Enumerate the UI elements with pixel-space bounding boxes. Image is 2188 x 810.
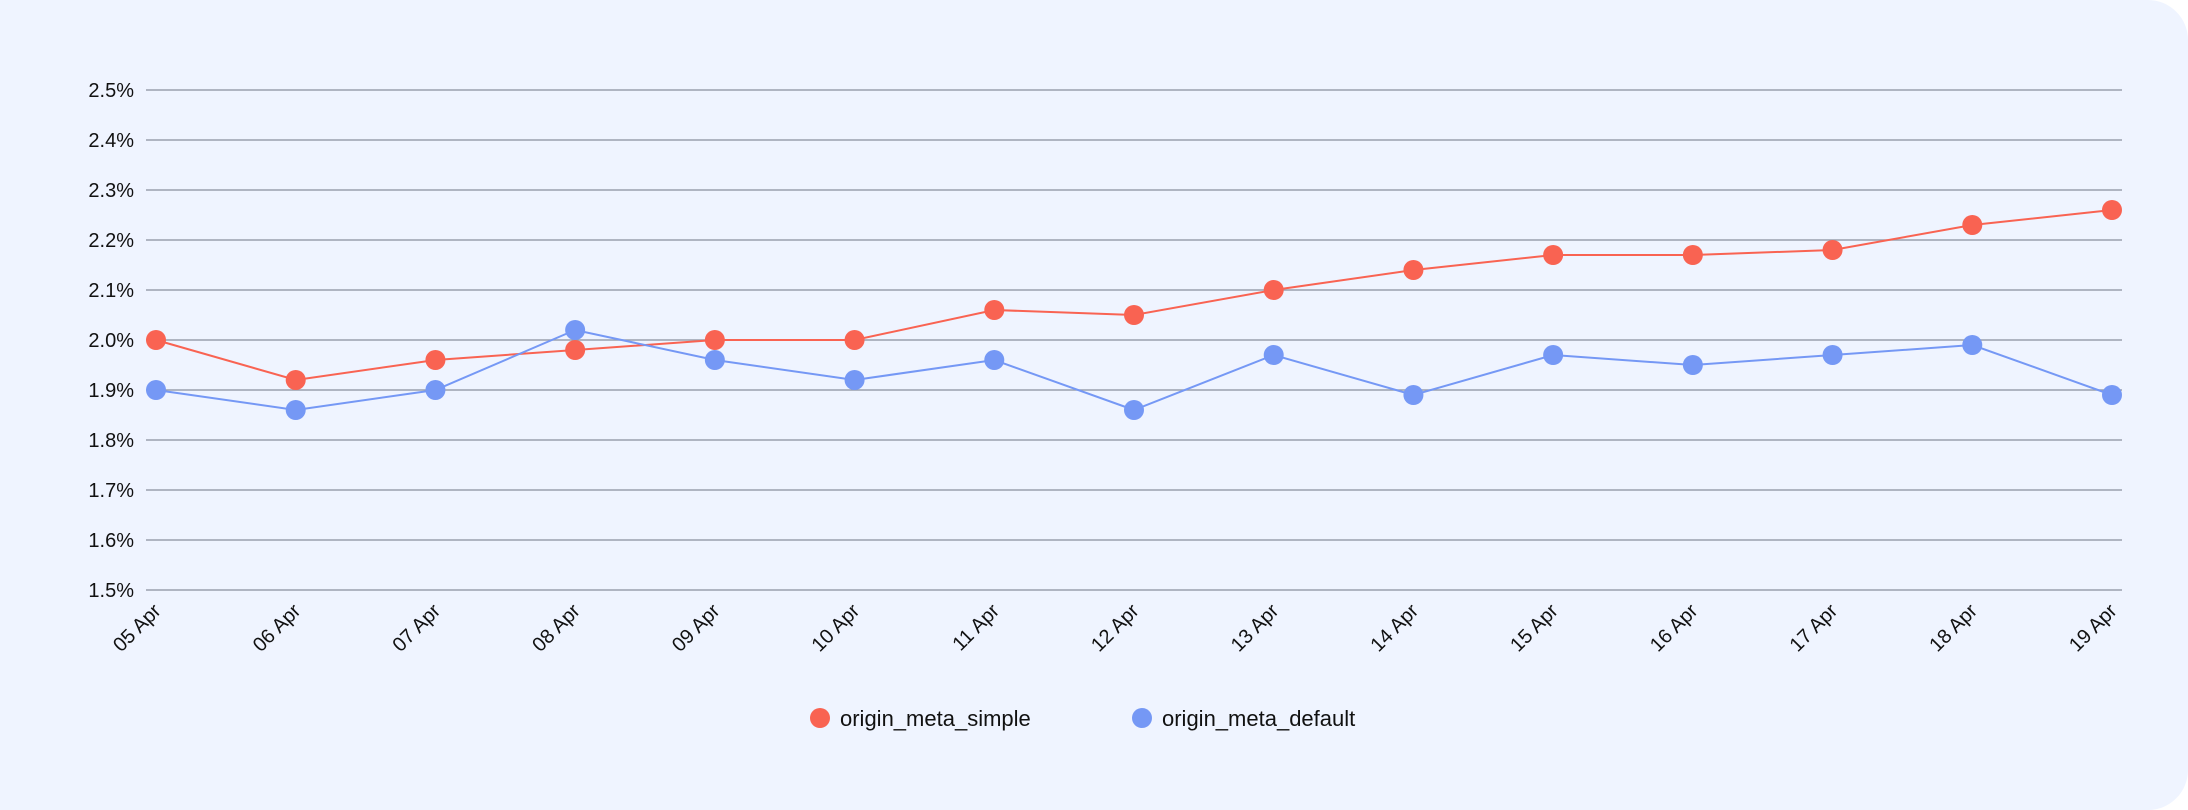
legend-label: origin_meta_simple	[840, 706, 1031, 731]
legend-marker	[810, 708, 830, 728]
x-axis-ticks: 05 Apr 06 Apr 07 Apr 08 Apr 09 Apr 10 Apr 11 A…	[109, 600, 2122, 657]
x-tick-label: 13 Apr	[1227, 600, 1284, 657]
y-tick-label: 2.0%	[88, 330, 134, 352]
data-point-origin_meta_simple	[1403, 260, 1424, 280]
data-point-origin_meta_simple	[1962, 215, 1983, 235]
data-point-origin_meta_default	[2102, 385, 2122, 405]
data-point-origin_meta_simple	[565, 340, 586, 360]
data-point-origin_meta_simple	[844, 330, 865, 350]
grid-lines	[146, 89, 2122, 591]
data-point-origin_meta_default	[1263, 345, 1284, 365]
data-point-origin_meta_simple	[704, 330, 725, 350]
y-tick-label: 1.9%	[88, 380, 134, 402]
y-tick-label: 2.3%	[88, 180, 134, 202]
legend-label: origin_meta_default	[1162, 706, 1355, 731]
data-point-origin_meta_simple	[2102, 200, 2122, 220]
data-point-origin_meta_simple	[285, 370, 306, 390]
x-tick-label: 15 Apr	[1506, 600, 1563, 657]
legend: origin_meta_simple origin_meta_default	[810, 706, 1355, 731]
data-point-origin_meta_simple	[1124, 305, 1144, 325]
data-point-origin_meta_default	[1543, 345, 1564, 365]
series-points	[146, 200, 2122, 420]
series-line-origin_meta_simple	[155, 209, 2113, 382]
y-tick-label: 1.7%	[88, 480, 134, 502]
x-tick-label: 17 Apr	[1786, 600, 1843, 657]
data-point-origin_meta_simple	[984, 300, 1005, 320]
data-point-origin_meta_simple	[146, 330, 166, 350]
data-point-origin_meta_simple	[425, 350, 446, 370]
x-tick-label: 18 Apr	[1925, 600, 1982, 657]
data-point-origin_meta_simple	[1263, 280, 1284, 300]
y-tick-label: 2.1%	[88, 280, 134, 302]
x-tick-label: 14 Apr	[1367, 600, 1424, 657]
y-tick-label: 1.6%	[88, 530, 134, 552]
data-point-origin_meta_default	[285, 400, 306, 420]
data-point-origin_meta_default	[704, 350, 725, 370]
data-point-origin_meta_default	[844, 370, 865, 390]
data-point-origin_meta_default	[1124, 400, 1144, 420]
x-tick-label: 12 Apr	[1087, 600, 1144, 657]
x-tick-label: 11 Apr	[948, 600, 1004, 656]
y-tick-label: 1.5%	[88, 580, 134, 602]
x-tick-label: 06 Apr	[249, 600, 306, 657]
data-point-origin_meta_default	[425, 380, 446, 400]
y-tick-label: 2.5%	[88, 80, 134, 102]
data-point-origin_meta_simple	[1682, 245, 1703, 265]
x-tick-label: 07 Apr	[389, 600, 446, 657]
data-point-origin_meta_default	[1682, 355, 1703, 375]
data-point-origin_meta_default	[146, 380, 166, 400]
x-tick-label: 08 Apr	[528, 600, 585, 657]
y-tick-label: 1.8%	[88, 430, 134, 452]
y-axis-ticks: 1.5% 1.6% 1.7% 1.8% 1.9% 2.0% 2.1% 2.2% 2.3% 2.4%…	[88, 80, 134, 602]
data-point-origin_meta_default	[984, 350, 1005, 370]
x-tick-label: 10 Apr	[808, 600, 865, 657]
data-point-origin_meta_simple	[1543, 245, 1564, 265]
y-tick-label: 2.2%	[88, 230, 134, 252]
data-point-origin_meta_default	[565, 320, 586, 340]
x-tick-label: 05 Apr	[109, 600, 166, 657]
data-point-origin_meta_simple	[1822, 240, 1843, 260]
y-tick-label: 2.4%	[88, 130, 134, 152]
series-line-origin_meta_default	[155, 328, 2113, 412]
x-tick-label: 09 Apr	[668, 600, 725, 657]
legend-marker	[1132, 708, 1152, 728]
x-tick-label: 16 Apr	[1646, 600, 1703, 657]
data-point-origin_meta_default	[1962, 335, 1983, 355]
data-point-origin_meta_default	[1403, 385, 1424, 405]
data-point-origin_meta_default	[1822, 345, 1843, 365]
x-tick-label: 19 Apr	[2065, 600, 2122, 657]
